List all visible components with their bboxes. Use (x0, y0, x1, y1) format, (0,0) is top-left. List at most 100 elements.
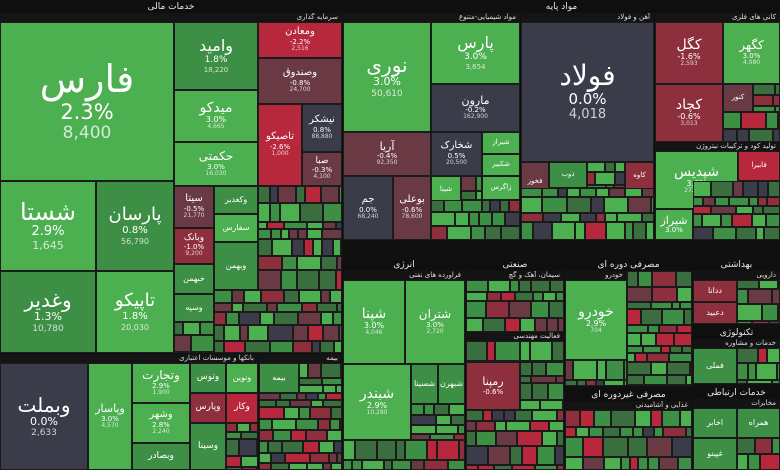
mini-tile[interactable] (505, 212, 520, 226)
mini-tile[interactable] (336, 270, 342, 290)
mini-tile[interactable] (521, 197, 542, 213)
mini-tile[interactable] (466, 421, 476, 431)
mini-tile[interactable] (213, 352, 214, 353)
mini-tile[interactable] (466, 431, 476, 446)
mini-tile[interactable] (476, 191, 482, 200)
tile-vsandogh[interactable]: وصندوق -0.8% 24,700 (258, 58, 342, 104)
mini-tile[interactable] (466, 465, 478, 470)
mini-tile[interactable] (721, 214, 732, 227)
mini-tile[interactable] (355, 440, 377, 460)
mini-tile[interactable] (659, 325, 677, 333)
mini-tile[interactable] (284, 290, 299, 303)
tile-fameli[interactable]: فملی (693, 348, 737, 384)
mini-tile[interactable] (625, 188, 642, 197)
mini-tile[interactable] (577, 380, 586, 386)
tile-kave[interactable]: کاوه (625, 162, 654, 190)
mini-tile[interactable] (521, 213, 543, 222)
mini-tile[interactable] (753, 95, 773, 106)
auto-parts-tiles[interactable] (627, 271, 692, 386)
mini-tile[interactable] (337, 303, 342, 312)
mini-tile[interactable] (635, 353, 647, 362)
subsector-header-mobile[interactable]: مخابرات (693, 399, 780, 408)
mini-tile[interactable] (772, 380, 780, 384)
mini-tile[interactable] (405, 440, 427, 460)
mini-tile[interactable] (482, 200, 490, 212)
tile-vmelat[interactable]: وبملت 0.0% 2,633 (0, 363, 88, 470)
subsector-header-iron-steel[interactable]: آهن و فولاد (521, 13, 654, 22)
tile-vsinaa[interactable]: وسینا (190, 423, 226, 470)
mini-tile[interactable] (478, 465, 494, 470)
mini-tile[interactable] (259, 419, 272, 430)
mini-tile[interactable] (641, 309, 662, 325)
mini-tile[interactable] (290, 400, 311, 407)
mini-tile[interactable] (306, 393, 318, 400)
mini-tile[interactable] (259, 463, 271, 470)
mini-tile[interactable] (214, 290, 232, 303)
mini-tile[interactable] (769, 321, 780, 324)
tile-zob[interactable]: ذوب (549, 162, 587, 188)
mini-tile[interactable] (671, 385, 683, 386)
mini-tile[interactable] (258, 186, 270, 203)
mini-tile[interactable] (596, 213, 605, 222)
mini-tile[interactable] (510, 446, 522, 465)
mini-tile[interactable] (276, 400, 290, 407)
mini-tile[interactable] (737, 348, 758, 363)
mini-tile[interactable] (603, 427, 620, 437)
mini-tile[interactable] (411, 460, 424, 470)
tile-tapiko[interactable]: تاپیکو 1.8% 20,030 (96, 271, 174, 353)
mini-tile[interactable] (648, 325, 659, 333)
tile-shepna[interactable]: شپنا 3.0% 4,046 (343, 280, 405, 364)
mini-tile[interactable] (638, 457, 648, 470)
tile-vtejarat[interactable]: وتجارت 2.9% 1,900 (132, 363, 190, 403)
mini-tile[interactable] (495, 421, 506, 431)
mini-tile[interactable] (628, 437, 647, 457)
mini-tile[interactable] (662, 309, 684, 325)
mini-tile[interactable] (241, 456, 258, 467)
mini-tile[interactable] (343, 460, 352, 470)
mini-tile[interactable] (580, 213, 596, 222)
mini-tile[interactable] (226, 439, 239, 456)
mini-tile[interactable] (693, 227, 713, 240)
mini-tile[interactable] (670, 346, 682, 353)
mini-tile[interactable] (424, 404, 434, 415)
mini-tile[interactable] (273, 430, 291, 441)
mini-tile[interactable] (775, 84, 780, 95)
mini-tile[interactable] (586, 380, 596, 386)
mini-tile[interactable] (298, 229, 307, 239)
mini-tile[interactable] (543, 361, 559, 362)
mini-tile[interactable] (509, 301, 531, 318)
mini-tile[interactable] (752, 214, 766, 227)
mini-tile[interactable] (609, 188, 625, 197)
tile-vghadir[interactable]: وکغدیر (214, 186, 258, 214)
mini-tile[interactable] (580, 188, 596, 197)
mini-tile[interactable] (756, 363, 777, 380)
mini-tile[interactable] (431, 212, 455, 226)
mini-tile[interactable] (447, 226, 471, 240)
mini-tile[interactable] (261, 290, 284, 303)
mini-tile[interactable] (341, 239, 342, 256)
mini-tile[interactable] (501, 226, 520, 240)
mini-tile[interactable] (669, 353, 692, 362)
mini-tile[interactable] (411, 415, 436, 425)
mini-tile[interactable] (775, 106, 780, 112)
mini-tile[interactable] (224, 341, 245, 353)
tile-sita[interactable]: سیتا -0.5% 21,770 (174, 186, 214, 228)
mini-tile[interactable] (323, 385, 336, 393)
mini-tile[interactable] (580, 410, 594, 427)
mini-tile[interactable] (531, 280, 550, 292)
mini-tile[interactable] (495, 341, 520, 361)
mini-tile[interactable] (603, 437, 628, 457)
mini-tile[interactable] (320, 341, 334, 353)
mini-tile[interactable] (517, 431, 542, 446)
mini-tile[interactable] (565, 437, 583, 457)
mini-tile[interactable] (299, 290, 321, 303)
mini-tile[interactable] (643, 346, 661, 353)
tile-vsadr[interactable]: وبصادر (132, 443, 190, 470)
mini-tile[interactable] (624, 360, 627, 380)
mini-tile[interactable] (303, 441, 319, 453)
mini-tile[interactable] (555, 446, 564, 465)
mini-tile[interactable] (680, 410, 692, 427)
mini-tile[interactable] (479, 212, 492, 226)
mini-tile[interactable] (758, 197, 767, 206)
mini-tile[interactable] (743, 181, 758, 197)
